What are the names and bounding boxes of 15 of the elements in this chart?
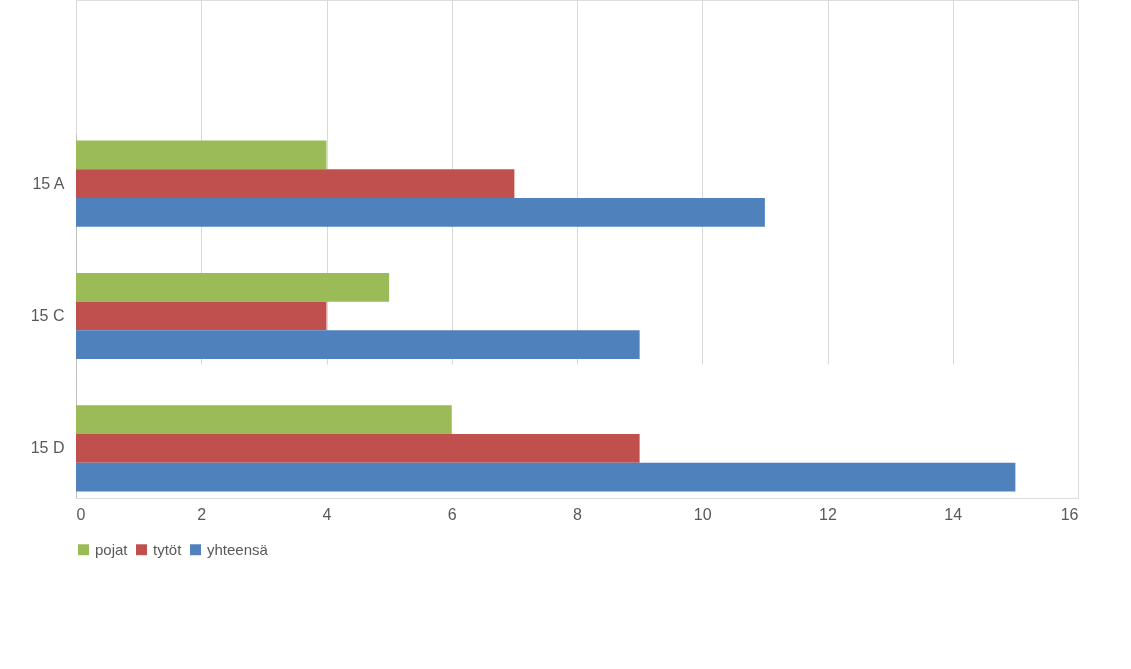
y-tick-label: 15 D — [30, 439, 65, 457]
x-tick-label: 12 — [819, 505, 837, 523]
x-tick-label: 4 — [322, 505, 332, 523]
legend-label: pojat — [95, 540, 129, 558]
legend-label: yhteensä — [207, 540, 269, 558]
x-tick-label: 8 — [573, 505, 583, 523]
x-tick-label: 0 — [76, 505, 86, 523]
x-tick-label: 16 — [1060, 505, 1079, 523]
x-tick-label: 10 — [693, 505, 712, 523]
x-tick-label: 14 — [944, 505, 963, 523]
x-tick-label: 6 — [447, 505, 457, 523]
y-tick-label: 15 A — [32, 174, 65, 192]
x-tick-label: 2 — [197, 505, 207, 523]
y-tick-label: 15 C — [30, 307, 65, 324]
legend-label: tytöt — [153, 540, 183, 558]
